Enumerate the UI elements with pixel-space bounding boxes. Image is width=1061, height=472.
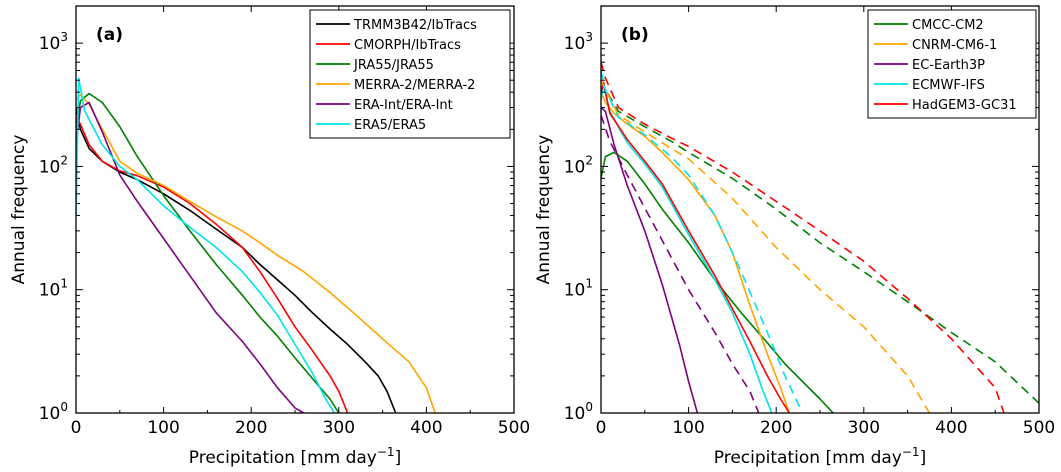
legend-entry: ECMWF-IFS — [912, 78, 985, 93]
series-group — [76, 77, 436, 413]
series-line-ecmwf-ifs — [601, 85, 773, 413]
series-line-dashed-8 — [601, 70, 804, 413]
legend-box — [309, 9, 511, 139]
series-line-trmm3b42-ibtracs — [76, 107, 397, 413]
y-tick-label: 103 — [39, 30, 68, 54]
legend-entry: CMORPH/IbTracs — [354, 38, 461, 53]
x-axis-title: Precipitation [mm day−1] — [189, 445, 401, 468]
y-tick-label: 101 — [564, 277, 593, 301]
x-tick-label: 500 — [498, 418, 530, 438]
x-tick-label: 300 — [323, 418, 355, 438]
series-line-dashed-5 — [601, 79, 1039, 404]
panel-a: 0 100 200 300 400 500100101102103Precipitatio… — [9, 5, 530, 468]
x-tick-label: 0 — [71, 418, 82, 438]
y-axis-title: Annual frequency — [9, 135, 29, 285]
legend: CMCC-CM2 CNRM-CM6-1 EC-Earth3P ECMWF-IFS Had… — [867, 9, 1037, 119]
series-line-ec-earth3p — [601, 106, 699, 413]
x-axis-title: Precipitation [mm day−1] — [714, 445, 926, 468]
panel-label: (b) — [621, 25, 649, 45]
legend-entry: TRMM3B42/IbTracs — [353, 18, 477, 33]
legend-entry: ERA-Int/ERA-Int — [354, 98, 453, 113]
legend-entry: JRA55/JRA55 — [353, 58, 434, 73]
series-line-merra-2-merra-2 — [76, 94, 436, 413]
y-tick-label: 101 — [39, 277, 68, 301]
y-tick-label: 102 — [564, 153, 593, 177]
x-tick-label: 100 — [147, 418, 179, 438]
series-line-dashed-9 — [601, 61, 1005, 413]
legend-entry: MERRA-2/MERRA-2 — [354, 78, 475, 93]
series-line-cnrm-cm6-1 — [601, 91, 791, 413]
y-tick-label: 100 — [39, 400, 68, 424]
panel-b: 0 100 200 300 400 500100101102103Precipitatio… — [534, 5, 1055, 468]
legend: TRMM3B42/IbTracs CMORPH/IbTracs JRA55/JRA5… — [309, 9, 511, 139]
series-line-cmorph-ibtracs — [76, 116, 349, 413]
y-tick-label: 100 — [564, 400, 593, 424]
series-line-dashed-6 — [601, 79, 931, 413]
x-tick-label: 400 — [935, 418, 967, 438]
x-tick-label: 200 — [760, 418, 792, 438]
legend-entry: HadGEM3-GC31 — [912, 98, 1017, 113]
y-tick-label: 102 — [39, 153, 68, 177]
y-tick-label: 103 — [564, 30, 593, 54]
series-line-era-int-era-int — [76, 101, 305, 413]
x-tick-label: 100 — [672, 418, 704, 438]
legend-entry: CMCC-CM2 — [912, 18, 984, 33]
series-line-dashed-7 — [601, 114, 760, 413]
series-line-era5-era5 — [76, 77, 336, 413]
y-axis-title: Annual frequency — [534, 135, 554, 285]
series-line-hadgem3-gc31 — [601, 81, 790, 413]
series-group — [601, 61, 1039, 413]
x-tick-label: 500 — [1023, 418, 1055, 438]
series-line-jra55-jra55 — [76, 92, 340, 413]
legend-entry: ERA5/ERA5 — [354, 118, 426, 133]
x-tick-label: 200 — [235, 418, 267, 438]
panel-label: (a) — [96, 25, 123, 45]
legend-entry: CNRM-CM6-1 — [912, 38, 997, 53]
x-tick-label: 400 — [410, 418, 442, 438]
legend-entry: EC-Earth3P — [912, 58, 985, 73]
x-tick-label: 300 — [848, 418, 880, 438]
x-tick-label: 0 — [596, 418, 607, 438]
